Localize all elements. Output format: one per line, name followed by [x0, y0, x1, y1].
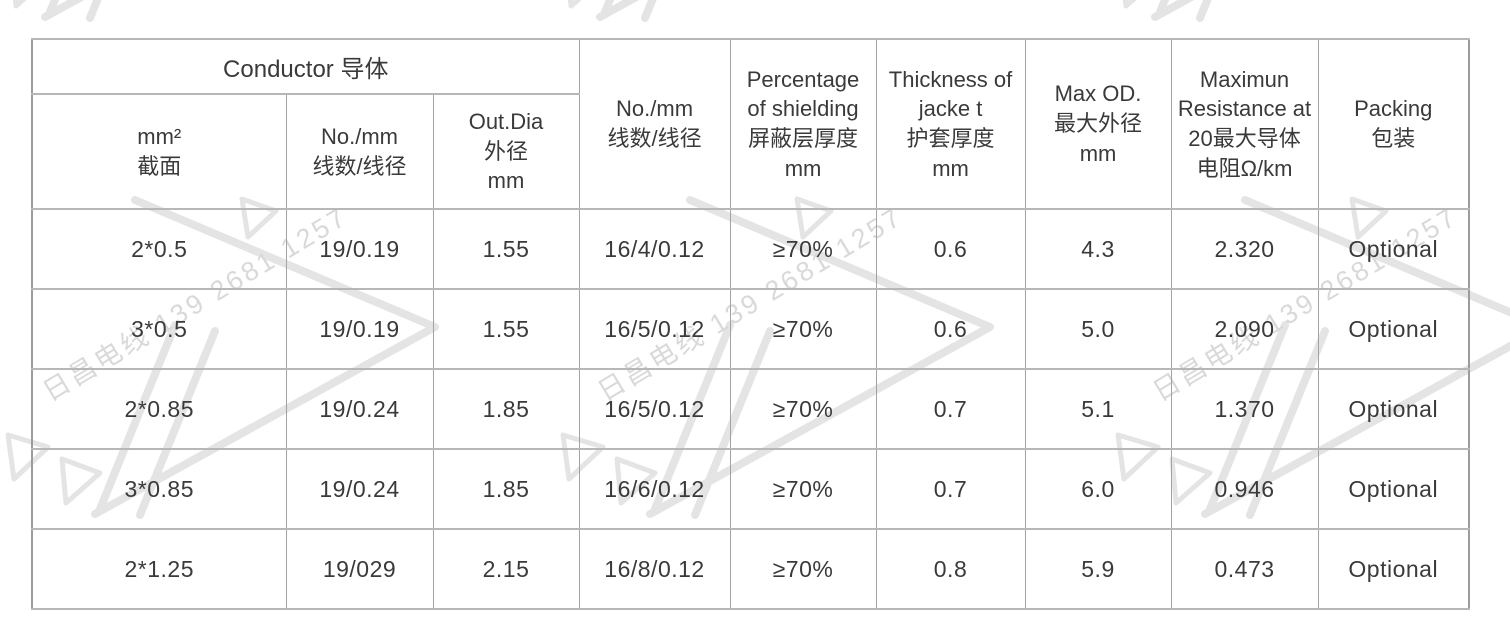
col-header-max-od: Max OD. 最大外径 mm	[1024, 38, 1172, 210]
cell-size: 2*1.25	[31, 528, 287, 610]
cell-shielding: ≥70%	[729, 448, 877, 530]
col-header-max-resistance: Maximun Resistance at 20最大导体 电阻Ω/km	[1170, 38, 1319, 210]
cell-strands: 16/5/0.12	[578, 368, 731, 450]
cell-maxod: 4.3	[1024, 208, 1172, 290]
cell-shielding: ≥70%	[729, 208, 877, 290]
cell-jacket: 0.6	[875, 208, 1026, 290]
cell-strands: 16/4/0.12	[578, 208, 731, 290]
cell-maxod: 5.0	[1024, 288, 1172, 370]
cell-shielding: ≥70%	[729, 368, 877, 450]
cell-packing: Optional	[1317, 528, 1470, 610]
col-header-no-mm: No./mm 线数/线径	[578, 38, 731, 210]
cell-outdia: 2.15	[432, 528, 580, 610]
cell-jacket: 0.6	[875, 288, 1026, 370]
cell-maxod: 6.0	[1024, 448, 1172, 530]
cell-conductor: 19/0.19	[285, 288, 434, 370]
cell-shielding: ≥70%	[729, 288, 877, 370]
cell-strands: 16/8/0.12	[578, 528, 731, 610]
col-header-conductor-no-mm: No./mm 线数/线径	[285, 93, 434, 210]
cell-packing: Optional	[1317, 288, 1470, 370]
cell-maxod: 5.9	[1024, 528, 1172, 610]
col-header-shielding: Percentage of shielding 屏蔽层厚度 mm	[729, 38, 877, 210]
table-row: 2*0.5 19/0.19 1.55 16/4/0.12 ≥70% 0.6 4.…	[31, 208, 1470, 290]
cell-jacket: 0.7	[875, 448, 1026, 530]
table-row: 3*0.5 19/0.19 1.55 16/5/0.12 ≥70% 0.6 5.…	[31, 288, 1470, 370]
cell-strands: 16/5/0.12	[578, 288, 731, 370]
cell-shielding: ≥70%	[729, 528, 877, 610]
cell-packing: Optional	[1317, 448, 1470, 530]
cell-conductor: 19/0.19	[285, 208, 434, 290]
cell-resistance: 2.090	[1170, 288, 1319, 370]
col-header-conductor-group: Conductor 导体	[31, 38, 580, 95]
cell-resistance: 1.370	[1170, 368, 1319, 450]
cell-jacket: 0.7	[875, 368, 1026, 450]
table-row: 3*0.85 19/0.24 1.85 16/6/0.12 ≥70% 0.7 6…	[31, 448, 1470, 530]
table-row: 2*1.25 19/029 2.15 16/8/0.12 ≥70% 0.8 5.…	[31, 528, 1470, 610]
cell-conductor: 19/029	[285, 528, 434, 610]
cell-outdia: 1.85	[432, 448, 580, 530]
cell-maxod: 5.1	[1024, 368, 1172, 450]
cell-outdia: 1.55	[432, 208, 580, 290]
cell-conductor: 19/0.24	[285, 368, 434, 450]
table-row: 2*0.85 19/0.24 1.85 16/5/0.12 ≥70% 0.7 5…	[31, 368, 1470, 450]
cell-resistance: 0.946	[1170, 448, 1319, 530]
cell-conductor: 19/0.24	[285, 448, 434, 530]
cell-size: 2*0.85	[31, 368, 287, 450]
spec-table: Conductor 导体 No./mm 线数/线径 Percentage of …	[31, 38, 1471, 610]
cell-size: 3*0.5	[31, 288, 287, 370]
cell-packing: Optional	[1317, 368, 1470, 450]
cell-outdia: 1.85	[432, 368, 580, 450]
col-header-out-dia: Out.Dia 外径 mm	[432, 93, 580, 210]
cell-size: 2*0.5	[31, 208, 287, 290]
cell-size: 3*0.85	[31, 448, 287, 530]
cell-outdia: 1.55	[432, 288, 580, 370]
col-header-jacket-thickness: Thickness of jacke t 护套厚度 mm	[875, 38, 1026, 210]
cell-resistance: 2.320	[1170, 208, 1319, 290]
col-header-cross-section: mm² 截面	[31, 93, 287, 210]
cell-jacket: 0.8	[875, 528, 1026, 610]
cell-packing: Optional	[1317, 208, 1470, 290]
cell-strands: 16/6/0.12	[578, 448, 731, 530]
col-header-packing: Packing 包装	[1317, 38, 1470, 210]
cell-resistance: 0.473	[1170, 528, 1319, 610]
